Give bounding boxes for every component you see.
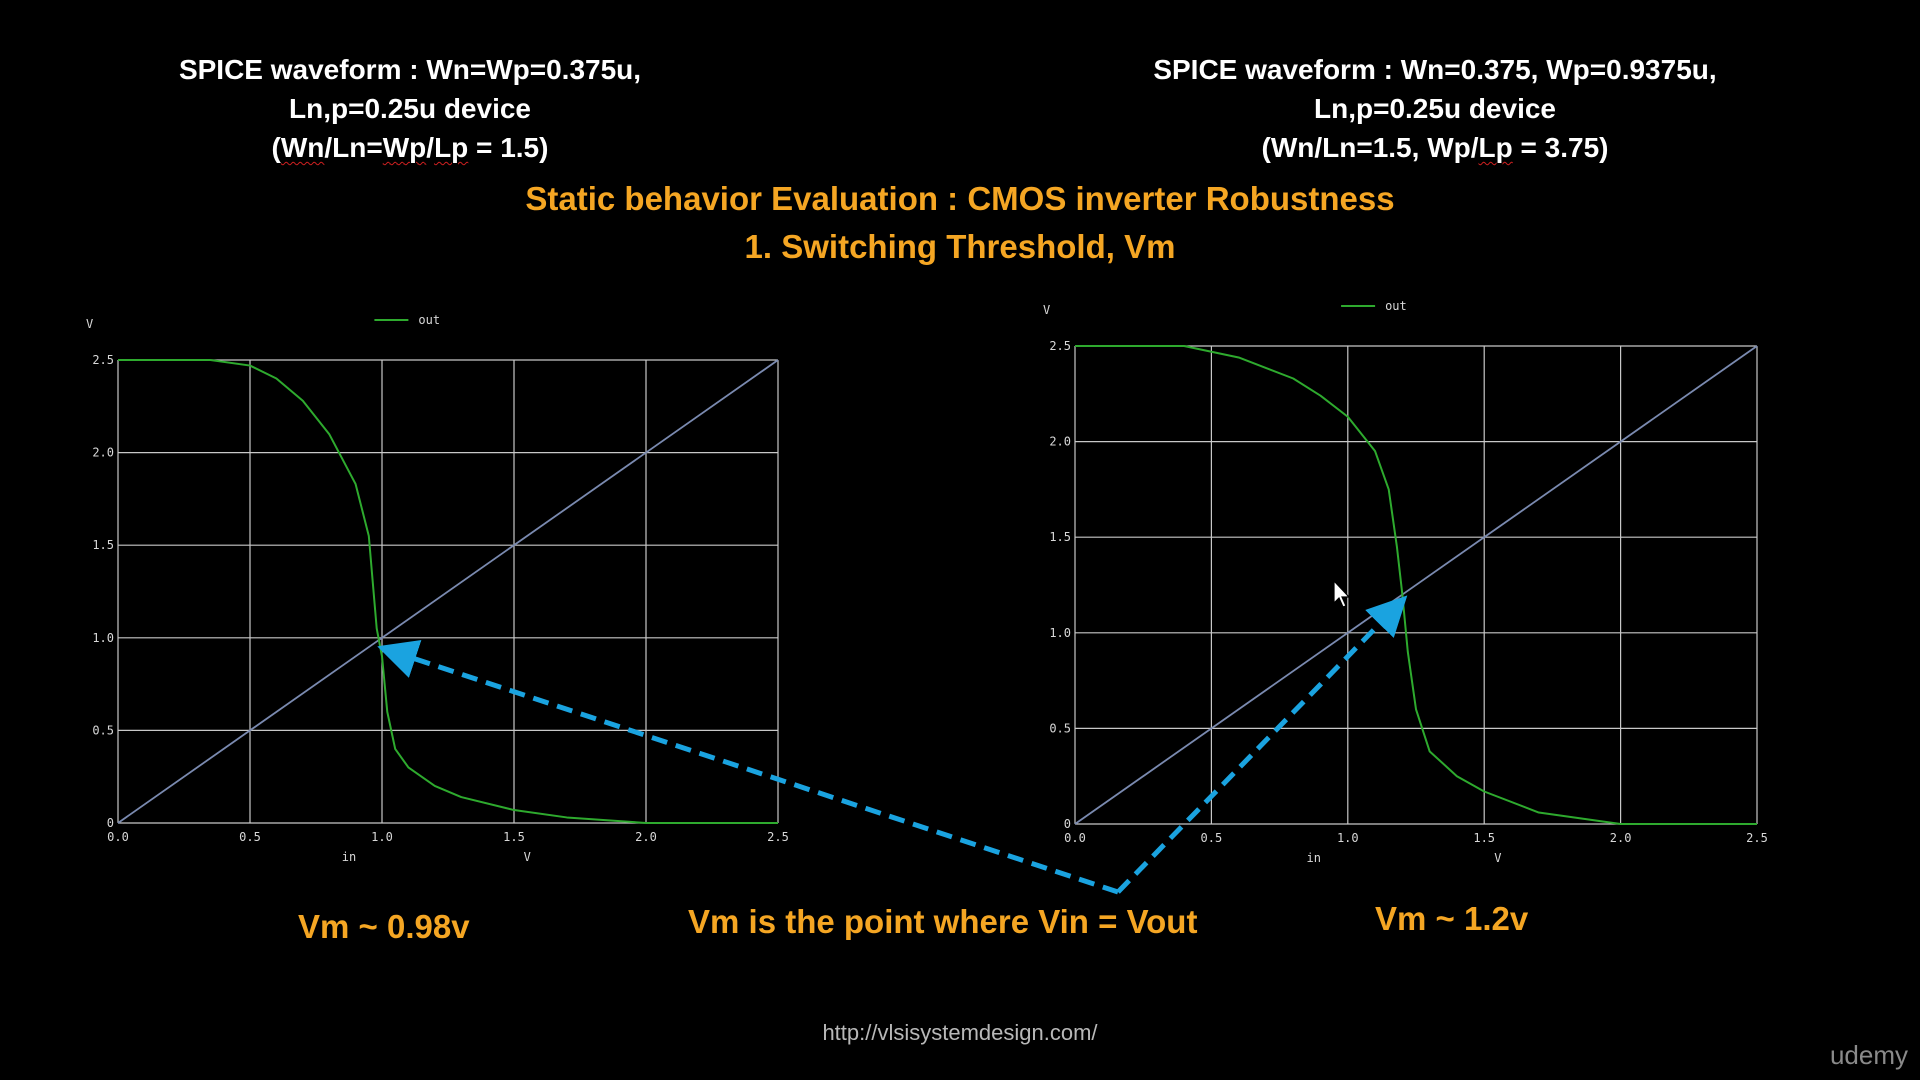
vm-pointer-arrows (377, 595, 1408, 895)
y-tick-label: 1.0 (92, 631, 114, 645)
x-axis-unit: V (1494, 851, 1501, 865)
right-caption-line-3: (Wn/Ln=1.5, Wp/Lp = 3.75) (1261, 132, 1609, 163)
x-tick-label: 1.5 (1473, 831, 1495, 845)
y-tick-label: 2.5 (1049, 339, 1071, 353)
x-axis-label: in (342, 850, 356, 864)
y-tick-label: 1.5 (1049, 530, 1071, 544)
vin-vout-line (1074, 345, 1758, 825)
arrow-to-right-vm (1116, 595, 1408, 894)
right-caption-line-2: Ln,p=0.25u device (1314, 93, 1556, 124)
left-caption-line-1: SPICE waveform : Wn=Wp=0.375u, (178, 54, 642, 85)
vin-vout-line (117, 359, 779, 824)
right-caption-line-1: SPICE waveform : Wn=0.375, Wp=0.9375u, (1153, 54, 1717, 85)
y-tick-label: 2.0 (92, 446, 114, 460)
out-curve (1075, 345, 1757, 825)
vm-definition: Vm is the point where Vin = Vout (688, 903, 1198, 940)
vm-left-value: Vm ~ 0.98v (298, 908, 470, 945)
x-tick-label: 1.0 (1337, 831, 1359, 845)
x-tick-label: 1.5 (503, 830, 525, 844)
y-tick-label: 1.0 (1049, 626, 1071, 640)
x-tick-label: 0.5 (239, 830, 261, 844)
left-vtc-chart: 0.0 0.5 1.0 1.5 2.0 2.5 0 0.5 1.0 1.5 2.0 2.5 Vin Vou… (86, 313, 789, 864)
x-tick-label: 2.0 (635, 830, 657, 844)
x-tick-label: 0.5 (1201, 831, 1223, 845)
y-tick-label: 0.5 (92, 723, 114, 737)
mouse-pointer-icon (1333, 580, 1351, 608)
y-tick-label: 0 (1064, 817, 1071, 831)
left-plot-caption: SPICE waveform : Wn=Wp=0.375u, Ln,p=0.25… (110, 50, 710, 167)
x-tick-label: 2.0 (1610, 831, 1632, 845)
x-tick-label: 2.5 (1746, 831, 1768, 845)
legend-label: out (1385, 299, 1407, 313)
slide-subtitle: 1. Switching Threshold, Vm (744, 228, 1176, 265)
spellcheck-word: Lp (434, 132, 469, 163)
spellcheck-word: Lp (1478, 132, 1513, 163)
vm-right-value: Vm ~ 1.2v (1375, 900, 1529, 937)
x-axis-unit: V (524, 850, 531, 864)
y-tick-label: 2.5 (92, 353, 114, 367)
right-vtc-chart: 0.0 0.5 1.0 1.5 2.0 2.5 0 0.5 1.0 1.5 2.0 2.5 Vin Vou… (1043, 299, 1768, 865)
left-caption-line-3: (Wn/Ln=Wp/Lp = 1.5) (271, 132, 549, 163)
y-axis-label: V (86, 317, 93, 331)
y-tick-label: 0 (107, 816, 114, 830)
left-caption-line-2: Ln,p=0.25u device (289, 93, 531, 124)
x-tick-label: 2.5 (767, 830, 789, 844)
x-tick-label: 0.0 (107, 830, 129, 844)
slide-title: Static behavior Evaluation : CMOS invert… (525, 180, 1395, 217)
y-tick-label: 0.5 (1049, 721, 1071, 735)
x-tick-label: 0.0 (1064, 831, 1086, 845)
y-axis-label: V (1043, 303, 1050, 317)
legend-label: out (418, 313, 440, 327)
spellcheck-word: Wn (280, 132, 325, 163)
y-tick-label: 1.5 (92, 538, 114, 552)
arrow-to-left-vm (377, 639, 1119, 895)
x-tick-label: 1.0 (371, 830, 393, 844)
spellcheck-word: Wp (382, 132, 427, 163)
right-plot-caption: SPICE waveform : Wn=0.375, Wp=0.9375u, L… (1110, 50, 1760, 167)
source-url[interactable]: http://vlsisystemdesign.com/ (822, 1020, 1098, 1045)
brand-watermark: udemy (1829, 1040, 1908, 1070)
y-tick-label: 2.0 (1049, 435, 1071, 449)
x-axis-label: in (1306, 851, 1320, 865)
